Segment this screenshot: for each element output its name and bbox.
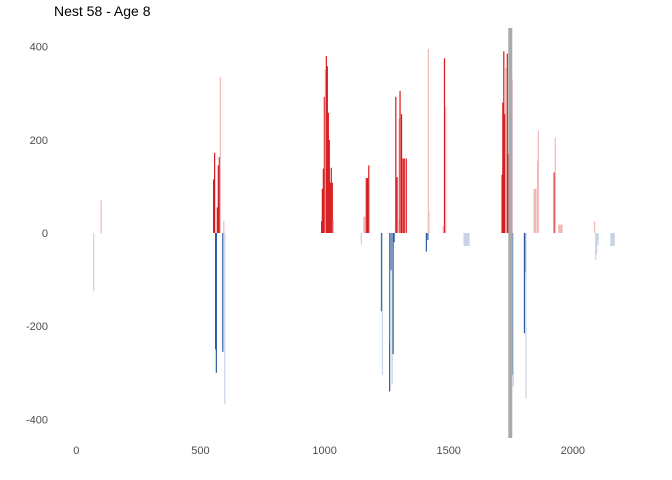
bar-22 <box>329 182 331 233</box>
bar-78 <box>594 221 596 233</box>
bar-9 <box>219 76 221 233</box>
bar-21 <box>328 139 330 233</box>
bar-23 <box>330 167 332 233</box>
bar-12 <box>224 233 226 405</box>
bar-25 <box>332 219 334 233</box>
bar-19 <box>326 66 328 233</box>
bar-5 <box>215 233 217 373</box>
bar-34 <box>389 233 391 392</box>
x-tick-label: 500 <box>191 445 209 457</box>
bar-17 <box>324 69 326 234</box>
bar-71 <box>525 233 527 399</box>
bar-58 <box>502 102 504 233</box>
bar-50 <box>427 233 429 240</box>
bar-52 <box>428 210 430 233</box>
bar-59 <box>503 51 505 233</box>
x-axis-ticks: 0 500 1000 1500 2000 <box>73 445 585 457</box>
bar-62 <box>506 53 508 234</box>
vertical-marker <box>508 28 513 438</box>
bar-54 <box>443 58 446 233</box>
bar-30 <box>366 178 369 233</box>
bar-20 <box>327 112 329 233</box>
x-tick-label: 1000 <box>312 445 336 457</box>
y-tick-label: 400 <box>30 42 48 54</box>
bar-72 <box>533 188 537 233</box>
bar-15 <box>322 168 324 233</box>
bar-74 <box>537 130 539 233</box>
bar-77 <box>558 224 563 233</box>
y-tick-label: -200 <box>26 321 48 333</box>
bar-29 <box>365 178 367 233</box>
bar-10 <box>222 233 224 352</box>
bar-43 <box>398 118 400 233</box>
bar-33 <box>381 233 384 376</box>
bar-18 <box>325 55 327 234</box>
bar-47 <box>403 158 405 233</box>
bar-69 <box>523 233 526 334</box>
bar-53 <box>442 226 444 233</box>
bar-7 <box>217 165 219 233</box>
bar-32 <box>380 233 383 312</box>
bar-75 <box>553 172 555 233</box>
bar-31 <box>368 165 370 233</box>
bar-36 <box>390 233 392 271</box>
y-tick-label: -400 <box>26 414 48 426</box>
bar-16 <box>323 96 325 233</box>
bar-48 <box>405 158 407 233</box>
bar-27 <box>363 216 365 233</box>
bar-6 <box>216 207 218 234</box>
bar-55 <box>445 107 447 233</box>
bar-35 <box>389 233 391 343</box>
bar-14 <box>321 188 323 233</box>
y-tick-label: 200 <box>30 135 48 147</box>
bar-60 <box>504 114 506 233</box>
bar-70 <box>524 233 526 273</box>
bar-46 <box>402 158 404 233</box>
bar-42 <box>397 219 399 233</box>
bar-28 <box>364 216 366 233</box>
x-tick-label: 2000 <box>561 445 585 457</box>
bar-51 <box>427 48 429 233</box>
bar-49 <box>425 233 427 252</box>
x-tick-label: 1500 <box>436 445 460 457</box>
bar-40 <box>395 96 397 233</box>
bar-76 <box>554 137 556 233</box>
marker-layer <box>508 28 513 438</box>
bar-2 <box>213 179 215 233</box>
bar-41 <box>396 177 398 233</box>
chart-title: Nest 58 - Age 8 <box>54 3 151 19</box>
bar-73 <box>536 160 539 233</box>
bar-24 <box>331 182 333 233</box>
bar-13 <box>321 221 323 233</box>
y-tick-label: 0 <box>42 228 48 240</box>
bar-82 <box>610 233 615 247</box>
bar-0 <box>93 233 95 292</box>
bar-3 <box>214 152 216 233</box>
bar-39 <box>393 233 395 243</box>
bar-79 <box>595 233 597 261</box>
bar-37 <box>391 233 393 385</box>
bar-81 <box>596 233 599 245</box>
bars-layer <box>93 48 615 405</box>
bar-38 <box>392 233 394 355</box>
bar-45 <box>400 114 403 233</box>
y-axis-ticks: 400 200 0 -200 -400 <box>26 42 48 427</box>
x-tick-label: 0 <box>73 445 79 457</box>
bar-11 <box>223 221 225 233</box>
bar-56 <box>463 233 470 247</box>
bar-8 <box>218 157 220 233</box>
bar-1 <box>100 200 102 233</box>
bar-61 <box>505 67 507 233</box>
bar-57 <box>501 174 503 233</box>
bar-44 <box>399 90 401 234</box>
bar-4 <box>215 233 217 350</box>
bar-26 <box>360 233 362 245</box>
bar-68 <box>512 233 514 387</box>
